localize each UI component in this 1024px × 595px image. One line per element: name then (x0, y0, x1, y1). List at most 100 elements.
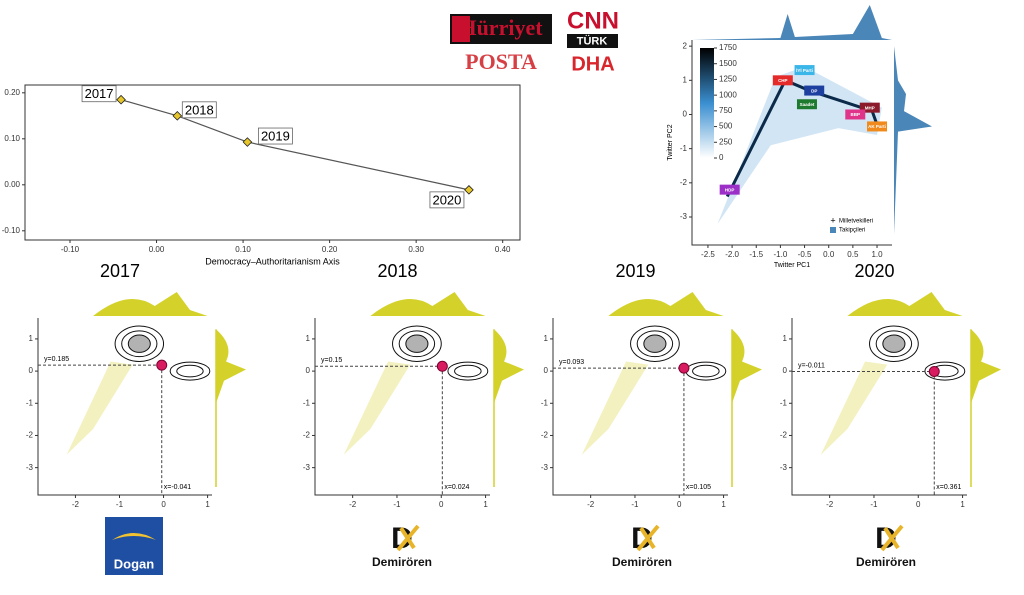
density-cloud (717, 66, 882, 224)
demiroren-logo: D Demirören (612, 522, 672, 569)
party-marker (772, 75, 793, 86)
marginal-right (494, 329, 524, 404)
contour (636, 330, 674, 358)
colorbar-label: 500 (719, 122, 733, 131)
point-label: 2017 (85, 86, 114, 101)
colorbar-label: 250 (719, 137, 733, 146)
logo-text: Demirören (856, 555, 916, 569)
x-axis-title: Twitter PC1 (774, 262, 810, 269)
party-marker (796, 99, 817, 110)
logo-mark: D (391, 522, 413, 555)
point (172, 111, 183, 121)
scatter-haze (820, 361, 888, 455)
x-tick-label: -2 (826, 500, 834, 509)
y-tick-label: -3 (303, 463, 311, 472)
marginal-top (608, 292, 724, 316)
axis-line (791, 318, 967, 496)
legend-label: Milletvekilleri (839, 219, 873, 225)
scatter-haze (581, 361, 649, 455)
contour (127, 334, 151, 353)
scatter-haze (343, 361, 411, 455)
colorbar-label: 1750 (719, 43, 737, 52)
x-tick-label: 0.40 (495, 245, 511, 254)
x-tick-label: 0.30 (408, 245, 424, 254)
x-tick-label: 0 (677, 500, 682, 509)
logo-mark (880, 524, 904, 552)
party-label: MHP (865, 105, 875, 110)
contour (169, 361, 211, 381)
y-tick-label: -2 (541, 431, 549, 440)
y-annotation: y=0.15 (321, 357, 342, 364)
y-tick-label: -2 (780, 431, 788, 440)
x-tick-label: 1 (721, 500, 726, 509)
marginal-right (216, 329, 246, 404)
party-label: HDP (725, 187, 735, 192)
party-marker (867, 121, 888, 132)
y-tick-label: 0 (544, 366, 549, 375)
panel-title: 2020 (854, 261, 894, 281)
party-marker (859, 102, 880, 113)
logo-text: Dogan (114, 556, 155, 571)
party-marker (719, 184, 740, 195)
logo-mark (396, 524, 420, 552)
y-annotation: y=0.093 (559, 359, 584, 366)
y-annotation: y=-0.011 (798, 362, 825, 369)
logo-text: Hürriyet (459, 15, 543, 40)
centroid (678, 362, 690, 374)
label-box (81, 85, 117, 103)
y-tick-label: 0.00 (4, 180, 20, 189)
y-tick-label: 0 (683, 110, 688, 119)
party-label: Saadet (800, 102, 815, 107)
contour (875, 330, 913, 358)
centroid (436, 360, 448, 372)
contour (392, 325, 442, 362)
contour (685, 361, 727, 381)
contour (405, 334, 429, 353)
x-tick-label: 0.20 (322, 245, 338, 254)
y-tick-label: 2 (683, 41, 688, 50)
x-tick-label: -0.5 (798, 250, 812, 259)
colorbar-label: 0 (719, 153, 724, 162)
y-tick-label: 1 (306, 334, 311, 343)
colorbar-label: 750 (719, 106, 733, 115)
party-label: İYİ Parti (796, 67, 813, 73)
contour (692, 364, 720, 378)
y-tick-label: 1 (544, 334, 549, 343)
x-tick-label: -1 (116, 500, 124, 509)
x-tick-label: 1 (483, 500, 488, 509)
x-axis-title: Democracy–Authoritarianism Axis (205, 256, 340, 266)
scatter-haze (66, 361, 133, 455)
x-tick-label: -1 (870, 500, 878, 509)
logo-mark: D (631, 522, 653, 555)
x-tick-label: 0.0 (823, 250, 835, 259)
contour (121, 330, 158, 358)
y-tick-label: 0 (306, 366, 311, 375)
y-axis-title: Twitter PC2 (667, 124, 674, 160)
contour (454, 364, 482, 378)
logo-mark (636, 524, 660, 552)
x-annotation: x=0.024 (444, 484, 469, 491)
point-label: 2020 (432, 192, 461, 207)
logo-mark: D (875, 522, 897, 555)
x-tick-label: 1.0 (871, 250, 883, 259)
contour (176, 364, 204, 378)
contour (398, 330, 436, 358)
contour (869, 325, 919, 362)
x-annotation: x=0.361 (936, 484, 961, 491)
x-tick-label: -2.5 (701, 250, 715, 259)
y-tick-label: -1 (303, 398, 311, 407)
marginal-top (370, 292, 486, 316)
centroid (928, 365, 940, 377)
point (116, 94, 126, 105)
y-tick-label: -3 (26, 463, 34, 472)
x-tick-label: -1 (631, 500, 639, 509)
panel-title: 2018 (377, 261, 417, 281)
party-label: BBP (851, 112, 861, 117)
x-tick-label: -1.0 (774, 250, 788, 259)
logo-text: POSTA (465, 49, 537, 74)
marginal-right (732, 329, 762, 404)
x-tick-label: -2 (72, 500, 80, 509)
axis-line (691, 40, 892, 246)
y-tick-label: 0 (29, 366, 34, 375)
logo-text: DHA (571, 53, 614, 75)
